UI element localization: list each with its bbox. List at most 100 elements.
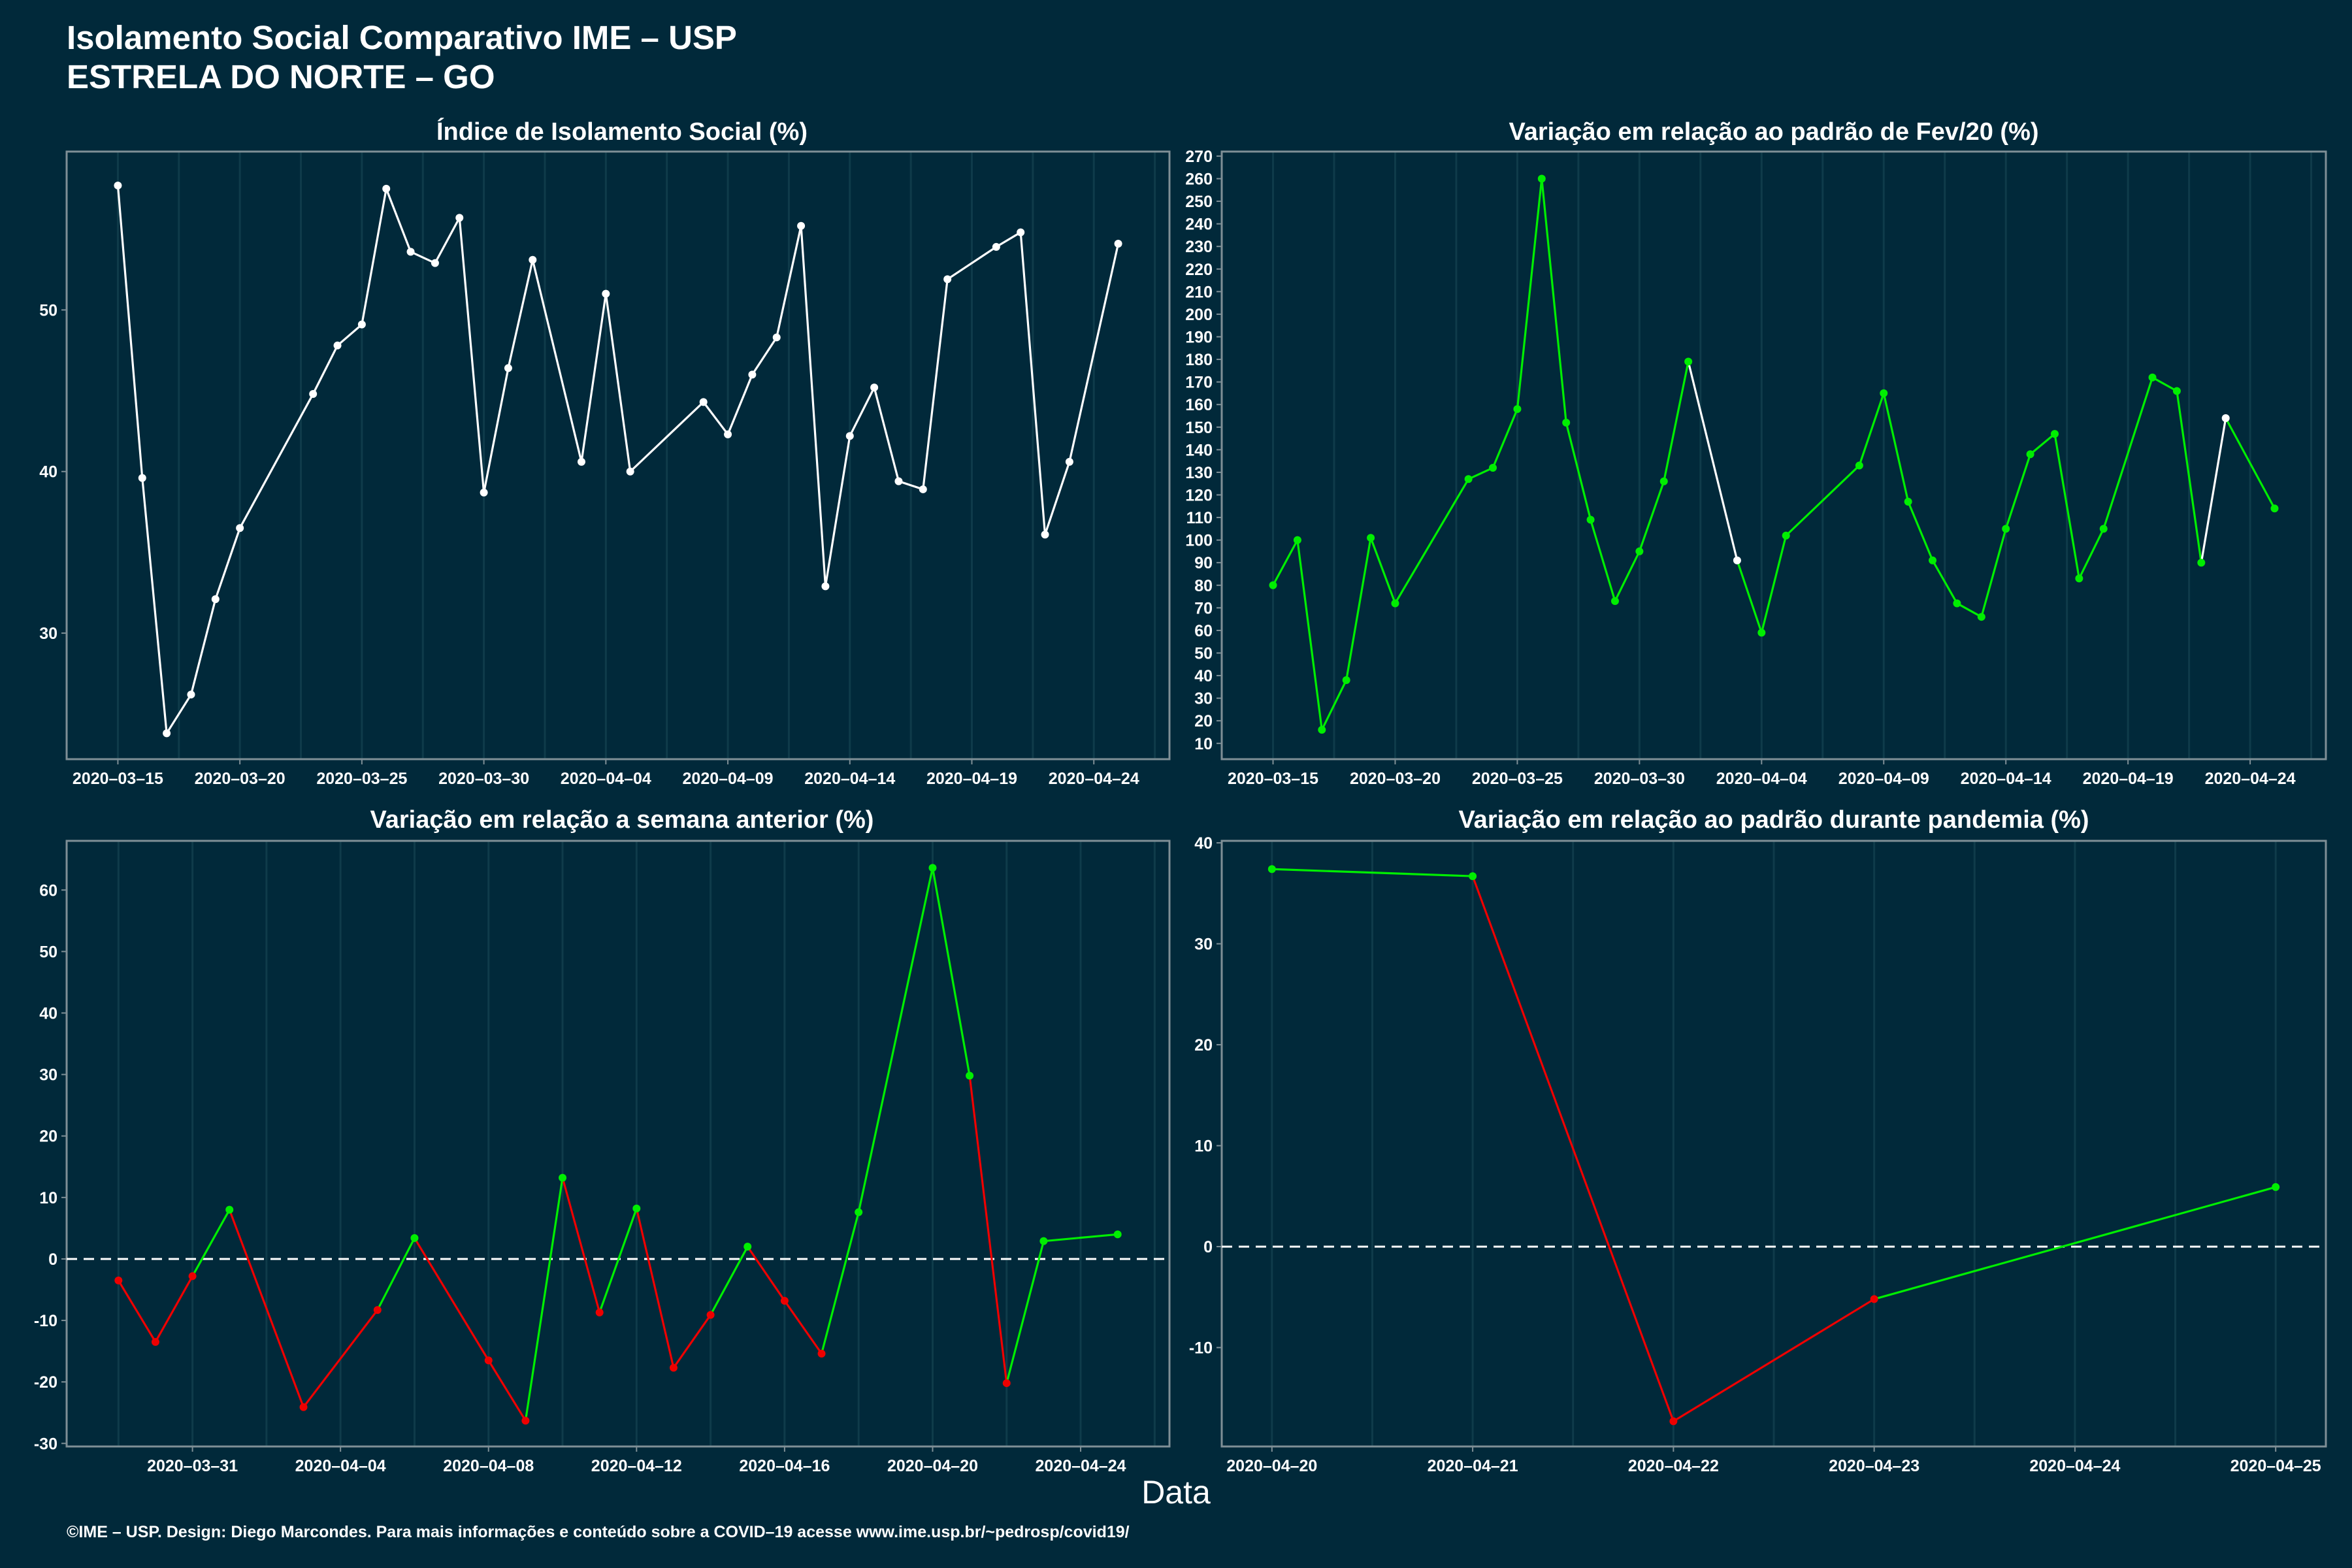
series-segment <box>2004 453 2032 530</box>
series-segment <box>702 400 729 436</box>
y-tick-label: 270 <box>1185 148 1213 166</box>
data-point <box>1855 461 1863 470</box>
series-segment <box>776 225 802 339</box>
series-segment <box>1320 679 1348 731</box>
data-point <box>1870 1295 1878 1303</box>
series-segment <box>2078 527 2105 580</box>
y-tick-label: 90 <box>1194 554 1213 572</box>
y-tick-label: 160 <box>1185 396 1213 414</box>
data-point <box>187 691 195 699</box>
y-tick-label: -20 <box>34 1373 57 1392</box>
y-tick-label: 10 <box>1194 1137 1213 1156</box>
data-point <box>748 370 757 379</box>
series-segment <box>1541 177 1567 424</box>
series-segment <box>1043 461 1071 536</box>
x-tick-label: 2020–04–14 <box>1961 770 2051 788</box>
data-point <box>1041 531 1049 539</box>
series-segment <box>154 1275 194 1343</box>
x-tick-label: 2020–04–23 <box>1829 1457 1919 1475</box>
chart-title-line-2: ESTRELA DO NORTE – GO <box>67 58 495 95</box>
data-point <box>1659 477 1668 485</box>
y-tick-label: -30 <box>34 1435 57 1453</box>
data-point <box>559 1173 567 1182</box>
data-point <box>928 864 937 872</box>
data-point <box>1904 497 1912 506</box>
y-tick-label: 50 <box>39 943 57 961</box>
y-tick-label: 0 <box>48 1250 57 1269</box>
y-tick-label: 60 <box>1194 622 1213 640</box>
x-tick-label: 2020–04–25 <box>2230 1457 2321 1475</box>
series-segment <box>2200 417 2227 564</box>
y-tick-label: 230 <box>1185 238 1213 256</box>
series-segment <box>228 1209 305 1409</box>
y-tick-label: 210 <box>1185 283 1213 301</box>
x-tick-label: 2020–04–08 <box>443 1457 534 1475</box>
x-tick-label: 2020–03–31 <box>147 1457 238 1475</box>
series-segment <box>824 434 851 587</box>
x-tick-label: 2020–04–09 <box>683 770 774 788</box>
series-segment <box>1955 602 1983 618</box>
data-point <box>1635 547 1644 555</box>
data-point <box>1586 515 1595 524</box>
data-point <box>2172 387 2181 395</box>
data-point <box>1610 596 1619 605</box>
series-segment <box>361 188 387 326</box>
x-tick-label: 2020–04–04 <box>1716 770 1807 788</box>
series-segment <box>189 598 217 696</box>
panel-3: -30 -20 -10 0 10 20 30 40 50 60 2020–03–31 2020–04–… <box>34 840 1171 1475</box>
panel-1: 30 40 50 2020–03–15 2020–03–20 2020–03–25 2020… <box>39 150 1171 788</box>
x-tick-label: 2020–03–25 <box>1472 770 1563 788</box>
series-segment <box>1394 478 1470 605</box>
data-point <box>373 1306 382 1315</box>
x-tick-label: 2020–04–19 <box>2083 770 2174 788</box>
y-tick-label: -10 <box>1189 1339 1213 1358</box>
panel-1-title: Índice de Isolamento Social (%) <box>436 118 808 146</box>
data-point <box>163 729 171 738</box>
series-segment <box>1882 392 1910 503</box>
series-segment <box>1931 559 1959 605</box>
series-segment <box>302 1309 379 1409</box>
data-point <box>382 184 391 193</box>
data-point <box>1293 536 1301 544</box>
series-segment <box>946 246 998 280</box>
series-segment <box>434 216 461 265</box>
x-tick-label: 2020–04–24 <box>2029 1457 2120 1475</box>
data-point <box>1929 556 1937 564</box>
data-point <box>114 181 122 189</box>
series-segment <box>561 1177 601 1314</box>
series-segment <box>409 250 436 265</box>
series-segment <box>531 259 583 463</box>
y-tick-label: 80 <box>1194 577 1213 595</box>
series-segment <box>336 323 363 347</box>
x-axis-label: Data <box>1141 1474 1211 1511</box>
y-tick-label: 10 <box>39 1189 57 1207</box>
y-tick-label: 70 <box>1194 599 1213 617</box>
y-tick-label: 20 <box>1194 1036 1213 1054</box>
data-point <box>797 221 806 230</box>
data-point <box>669 1364 678 1372</box>
y-tick-label: 170 <box>1185 374 1213 392</box>
data-point <box>845 432 854 440</box>
y-tick-label: 30 <box>39 625 57 643</box>
data-point <box>1367 534 1375 542</box>
data-point <box>1002 1379 1011 1388</box>
y-tick-label: 10 <box>1194 735 1213 753</box>
series-segment <box>1042 1233 1119 1243</box>
series-segment <box>635 1207 675 1369</box>
data-point <box>211 595 220 604</box>
y-tick-label: 30 <box>39 1066 57 1085</box>
data-point <box>299 1403 308 1411</box>
series-segment <box>1614 550 1641 602</box>
y-tick-label: 0 <box>1203 1238 1213 1256</box>
series-segment <box>1345 536 1372 681</box>
series-segment <box>1980 527 2007 618</box>
x-tick-label: 2020–03–20 <box>1350 770 1441 788</box>
data-point <box>1114 239 1122 248</box>
y-tick-label: 100 <box>1185 532 1213 550</box>
x-tick-label: 2020–03–30 <box>1594 770 1685 788</box>
series-segment <box>376 1237 416 1311</box>
series-segment <box>820 1211 860 1355</box>
series-segment <box>2176 389 2202 564</box>
series-segment <box>931 866 971 1077</box>
